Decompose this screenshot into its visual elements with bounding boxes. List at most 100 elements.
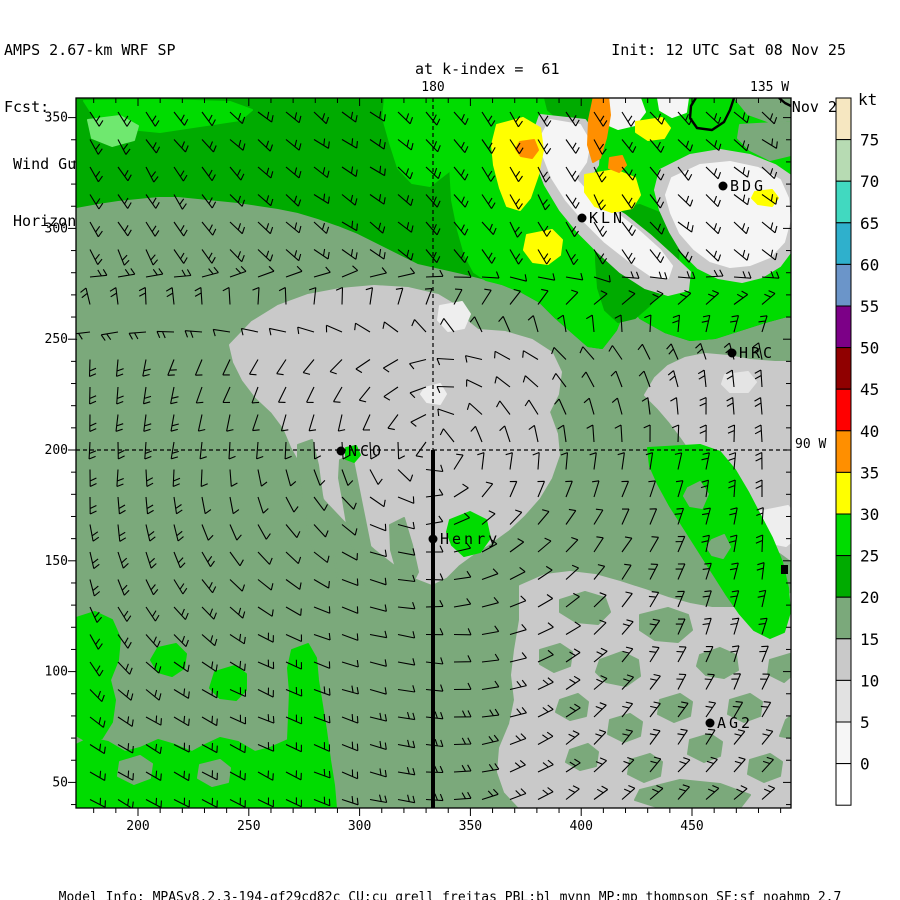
wind-barb — [313, 686, 331, 696]
wind-barb — [285, 606, 302, 616]
wind-barb — [565, 785, 580, 800]
wind-barb — [201, 579, 217, 594]
wind-barb — [593, 757, 607, 773]
wind-barb — [676, 646, 687, 663]
wind-barb — [695, 342, 707, 360]
wind-barb — [565, 703, 581, 718]
wind-barb — [341, 220, 358, 232]
wind-barb — [285, 797, 302, 808]
wind-barb — [201, 221, 217, 236]
colorbar-cell — [835, 347, 852, 390]
wind-barb — [313, 193, 330, 204]
wind-barb — [436, 385, 455, 394]
wind-barb — [732, 701, 744, 718]
wind-barb — [674, 507, 685, 525]
wind-barb — [565, 111, 580, 127]
wind-barb — [172, 469, 181, 488]
y-axis-label: 200 — [45, 443, 68, 458]
wind-barb — [313, 166, 330, 178]
colorbar-tick-label: 55 — [860, 297, 879, 316]
station-label-KLN: KLN — [589, 209, 625, 227]
wind-barb — [537, 759, 554, 773]
colorbar-tick-label: 5 — [860, 713, 870, 732]
wind-barb — [117, 194, 132, 209]
wind-barb — [537, 704, 554, 718]
wind-barb — [173, 139, 189, 153]
wind-barb — [229, 633, 246, 645]
wind-barb — [173, 496, 183, 515]
wind-barb — [494, 376, 511, 388]
wind-barb — [228, 441, 236, 460]
wind-barb — [173, 661, 190, 673]
wind-barb — [702, 590, 712, 608]
wind-barb — [257, 579, 274, 591]
field-region — [657, 98, 689, 118]
wind-barb — [509, 166, 523, 183]
wind-barb — [649, 139, 665, 153]
wind-barb — [644, 314, 652, 333]
wind-barb — [410, 414, 427, 427]
wind-barb — [621, 508, 630, 525]
wind-barb — [145, 797, 162, 808]
field-region — [657, 693, 693, 723]
wind-barb — [481, 249, 496, 264]
wind-barb — [586, 424, 595, 443]
wind-barb — [313, 111, 330, 125]
wind-barb — [173, 249, 188, 264]
wind-barb — [145, 166, 159, 183]
wind-barb — [197, 414, 206, 432]
field-region — [721, 371, 757, 393]
wind-barb — [614, 424, 623, 443]
wind-barb — [313, 441, 322, 460]
wind-barb — [481, 763, 500, 773]
wind-barb — [341, 551, 358, 561]
wind-barb — [397, 521, 415, 530]
wind-barb — [621, 111, 636, 127]
wind-barb — [621, 249, 636, 264]
wind-barb — [117, 661, 133, 675]
wind-barb — [649, 784, 664, 800]
wind-barb — [537, 111, 552, 127]
wind-barb — [117, 221, 132, 237]
wind-barb — [341, 606, 359, 614]
colorbar-cell — [835, 97, 852, 141]
wind-barb — [229, 221, 246, 235]
wind-barb — [313, 248, 330, 260]
wind-barb — [565, 139, 580, 154]
wind-barb — [341, 194, 358, 206]
wind-barb — [117, 606, 132, 622]
wind-barb — [89, 661, 104, 677]
wind-barb — [509, 509, 523, 525]
wind-barb — [278, 287, 287, 305]
wind-barb — [229, 770, 246, 781]
wind-barb — [760, 701, 772, 718]
station-marker-Henry — [428, 534, 438, 544]
wind-barb — [509, 194, 523, 210]
wind-barb — [701, 534, 710, 553]
field-region — [734, 98, 791, 123]
wind-barb — [229, 714, 247, 725]
wind-barb — [285, 194, 302, 207]
station-label-NCO: NCO — [348, 442, 384, 460]
wind-barb — [297, 326, 315, 335]
coastline — [688, 98, 736, 132]
wind-barb — [285, 524, 301, 538]
wind-barb — [677, 111, 693, 126]
wind-barb — [313, 496, 328, 511]
wind-barb — [754, 369, 763, 388]
wind-barb — [726, 397, 735, 415]
wind-barb — [453, 221, 469, 236]
wind-barb — [481, 596, 499, 608]
wind-barb — [453, 655, 472, 663]
wind-barb — [593, 675, 608, 690]
wind-barb — [453, 570, 472, 581]
station-label-BDG: BDG — [730, 177, 766, 195]
wind-barb — [761, 756, 774, 773]
wind-barb — [397, 794, 416, 804]
wind-barb — [173, 221, 188, 237]
wind-barb — [142, 359, 151, 377]
wind-barb — [565, 536, 579, 553]
wind-barb — [256, 441, 264, 460]
wind-barb — [466, 402, 483, 415]
